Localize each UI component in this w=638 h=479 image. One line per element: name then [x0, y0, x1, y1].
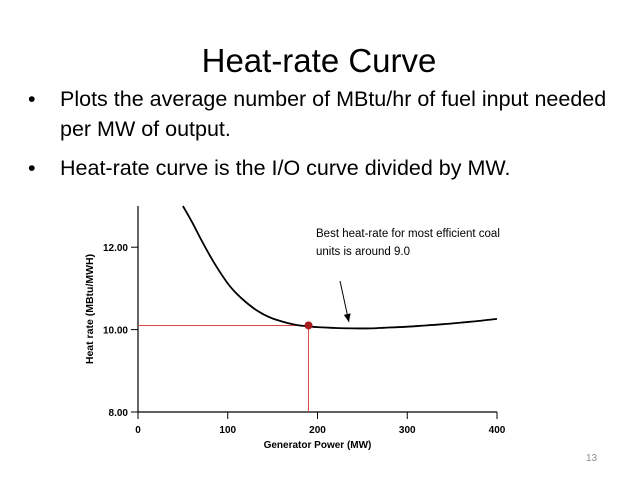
bullet-item: • Heat-rate curve is the I/O curve divid…: [24, 153, 624, 183]
bullet-dot-icon: •: [28, 87, 36, 111]
x-tick-label: 100: [219, 425, 236, 436]
bullet-item: • Plots the average number of MBtu/hr of…: [24, 84, 624, 144]
bullet-dot-icon: •: [28, 156, 36, 180]
annotation-text: units is around 9.0: [316, 246, 410, 258]
slide-number: 13: [586, 453, 598, 464]
x-tick-label: 300: [399, 425, 416, 436]
y-tick-label: 12.00: [103, 243, 128, 254]
y-tick-label: 8.00: [109, 408, 129, 419]
min-heat-rate-point: [304, 321, 313, 330]
annotation-text: Best heat-rate for most efficient coal: [316, 228, 500, 240]
bullet-list: • Plots the average number of MBtu/hr of…: [24, 84, 624, 183]
x-tick-label: 400: [489, 425, 506, 436]
bullet-text: Plots the average number of MBtu/hr of f…: [60, 87, 607, 141]
y-tick-label: 10.00: [103, 326, 128, 337]
x-tick-label: 0: [135, 425, 141, 436]
annotation-arrowhead-icon: [343, 313, 351, 322]
x-tick-label: 200: [309, 425, 326, 436]
bullet-text: Heat-rate curve is the I/O curve divided…: [60, 156, 511, 180]
slide-title: Heat-rate Curve: [201, 42, 437, 79]
x-axis-label: Generator Power (MW): [264, 440, 372, 451]
heat-rate-curve-line: [182, 205, 498, 330]
y-axis-label: Heat rate (MBtu/MWH): [84, 254, 96, 364]
